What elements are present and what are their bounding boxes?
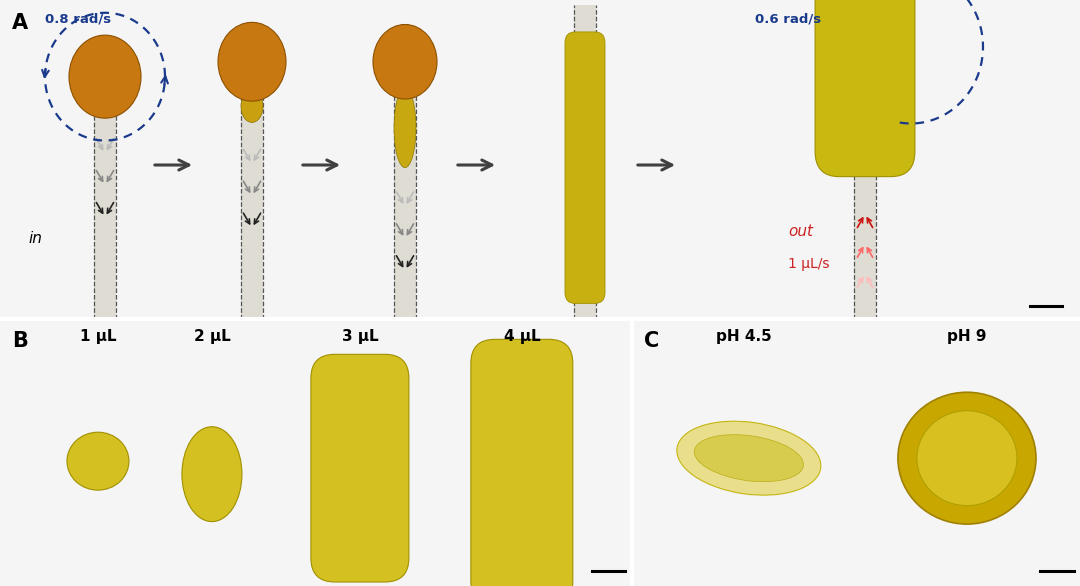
Text: 3 μL: 3 μL [341, 329, 378, 345]
FancyBboxPatch shape [471, 339, 572, 586]
Ellipse shape [897, 392, 1036, 524]
Text: B: B [12, 331, 28, 352]
Bar [573, 5, 596, 319]
Bar [854, 147, 876, 319]
Ellipse shape [677, 421, 821, 495]
Text: pH 4.5: pH 4.5 [716, 329, 772, 345]
Text: out: out [788, 224, 813, 239]
Ellipse shape [67, 432, 129, 490]
Ellipse shape [917, 411, 1017, 506]
Text: A: A [12, 13, 28, 33]
Text: in: in [28, 231, 42, 246]
Text: 0.6 rad/s: 0.6 rad/s [755, 13, 821, 26]
Ellipse shape [241, 90, 264, 122]
Text: 2 μL: 2 μL [193, 329, 230, 345]
Bar [394, 73, 416, 319]
Bar [241, 74, 264, 319]
Text: C: C [644, 331, 659, 352]
Text: 4 μL: 4 μL [503, 329, 540, 345]
Ellipse shape [218, 22, 286, 101]
Ellipse shape [394, 88, 416, 168]
Text: 1 μL/s: 1 μL/s [788, 257, 829, 271]
Ellipse shape [694, 435, 804, 482]
Text: 0.8 rad/s: 0.8 rad/s [45, 13, 111, 26]
FancyBboxPatch shape [815, 0, 915, 176]
Ellipse shape [181, 427, 242, 522]
Bar [94, 112, 116, 319]
Text: 1 μL: 1 μL [80, 329, 117, 345]
Ellipse shape [373, 25, 437, 99]
Text: pH 9: pH 9 [947, 329, 987, 345]
FancyBboxPatch shape [565, 32, 605, 304]
FancyBboxPatch shape [311, 355, 409, 582]
Ellipse shape [69, 35, 141, 118]
